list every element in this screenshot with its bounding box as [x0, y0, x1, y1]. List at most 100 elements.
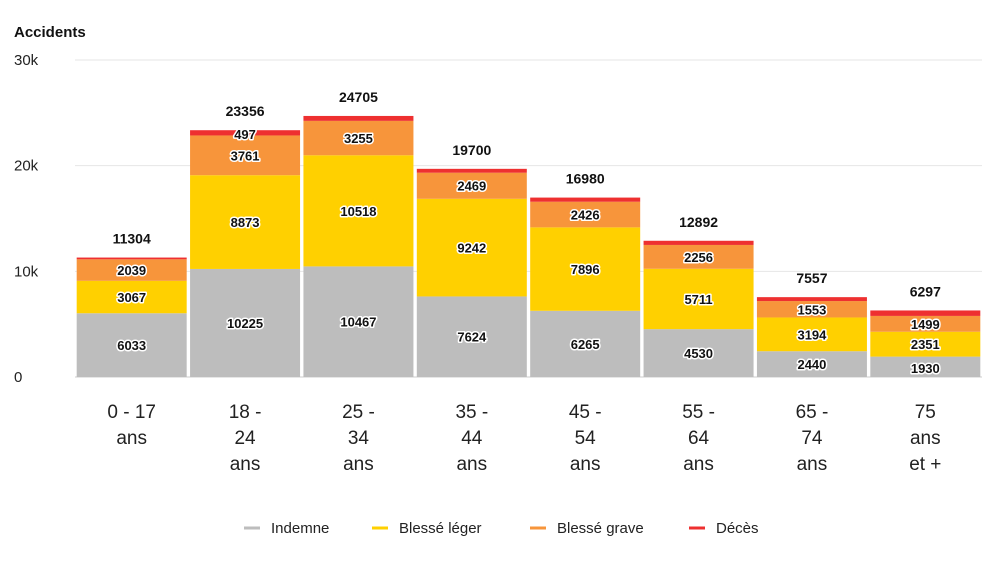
x-tick-label: ans: [797, 454, 828, 475]
bar-segment: [756, 301, 867, 318]
x-tick-label: 34: [348, 428, 370, 449]
x-tick-label: ans: [343, 454, 374, 475]
x-tick-label: 45 -: [569, 402, 602, 423]
x-tick-label: 74: [801, 428, 823, 449]
y-axis: Accidents 0 10k 20k 30k: [14, 24, 86, 386]
legend-label: Indemne: [271, 520, 329, 537]
bar-group: 6265 7896 2426 16980: [530, 171, 641, 377]
total-label: 23356: [226, 103, 265, 119]
segment-label: 1930: [911, 361, 940, 376]
segment-label: 9242: [457, 241, 486, 256]
segment-label: 5711: [684, 292, 712, 307]
total-label: 19700: [452, 142, 491, 158]
total-label: 24705: [339, 89, 378, 105]
bar-segment: [756, 317, 867, 352]
y-tick-label: 0: [14, 369, 22, 386]
segment-label: 6265: [571, 337, 600, 352]
total-label: 7557: [796, 270, 827, 286]
bar-segment: [530, 201, 641, 228]
bar-segment: [756, 351, 867, 377]
x-tick-label: 55 -: [682, 402, 715, 423]
y-axis-title: Accidents: [14, 24, 86, 41]
x-axis: 0 - 17 ans 18 - 24 ans 25 - 34 ans 35 - 44 ans 45 -…: [107, 402, 941, 475]
x-tick-label: et +: [909, 454, 941, 475]
legend-label: Blessé grave: [557, 520, 644, 537]
bar-group: 10225 8873 3761 497 23356: [190, 103, 301, 377]
bar-segment: [530, 227, 641, 311]
bar-segment: [190, 175, 301, 269]
x-tick-label: ans: [570, 454, 601, 475]
x-tick-label: ans: [456, 454, 487, 475]
bar-segment: [76, 313, 187, 377]
segment-label: 3255: [344, 131, 373, 146]
legend-item: Décès: [689, 520, 759, 537]
segment-label: 2256: [684, 250, 713, 265]
x-tick-label: 44: [461, 428, 483, 449]
x-tick-label: ans: [116, 428, 147, 449]
total-label: 12892: [679, 214, 718, 230]
x-tick-label: ans: [230, 454, 261, 475]
bar-segment: [643, 329, 754, 377]
segment-label: 2440: [797, 357, 826, 372]
legend-label: Décès: [716, 520, 759, 537]
bar-group: 1930 2351 1499 6297: [870, 283, 981, 377]
bar-group: 6033 3067 2039 11304: [76, 231, 187, 377]
segment-label: 2039: [117, 263, 146, 278]
bar-segment: [870, 315, 981, 332]
total-label: 11304: [113, 231, 151, 247]
segment-label: 2351: [911, 337, 940, 352]
segment-label: 4530: [684, 346, 713, 361]
bar-segment: [756, 297, 867, 302]
bar-segment: [643, 240, 754, 245]
bar-segment: [303, 115, 414, 121]
total-label: 6297: [910, 283, 941, 299]
x-tick-label: 0 - 17: [107, 402, 156, 423]
bar-segment: [870, 310, 981, 316]
y-tick-label: 30k: [14, 52, 39, 69]
segment-label: 3067: [117, 290, 146, 305]
total-label: 16980: [566, 171, 605, 187]
x-tick-label: 75: [915, 402, 936, 423]
bar-segment: [416, 296, 527, 377]
legend-item: Blessé grave: [530, 520, 644, 537]
bar-segment: [190, 135, 301, 176]
segment-label: 10518: [340, 204, 376, 219]
bar-segment: [303, 120, 414, 156]
bar-group: 10467 10518 3255 24705: [303, 89, 414, 377]
bar-segment: [643, 268, 754, 330]
bar-segment: [416, 172, 527, 199]
segment-label: 2426: [571, 208, 600, 223]
segment-label: 3194: [797, 327, 827, 342]
bar-segment: [76, 259, 187, 281]
bar-group: 2440 3194 1553 7557: [756, 270, 867, 377]
segment-label: 6033: [117, 338, 146, 353]
segment-label: 1553: [797, 302, 826, 317]
x-tick-label: 35 -: [455, 402, 488, 423]
y-tick-label: 20k: [14, 158, 39, 175]
segment-label: 10225: [227, 316, 263, 331]
x-tick-label: ans: [683, 454, 714, 475]
legend-item: Blessé léger: [372, 520, 482, 537]
x-tick-label: 65 -: [796, 402, 829, 423]
bar-group: 4530 5711 2256 12892: [643, 214, 754, 377]
bar-segment: [76, 280, 187, 314]
segment-label: 10467: [340, 315, 376, 330]
bars: 6033306720391130410225887337614972335610…: [76, 89, 981, 377]
x-tick-label: 64: [688, 428, 710, 449]
bar-segment: [303, 155, 414, 267]
legend: Indemne Blessé léger Blessé grave Décès: [244, 520, 759, 537]
legend-item: Indemne: [244, 520, 329, 537]
bar-segment: [870, 356, 981, 377]
segment-label: 1499: [911, 317, 940, 332]
segment-label: 7624: [457, 330, 487, 345]
bar-segment: [530, 197, 641, 202]
x-tick-label: 24: [234, 428, 256, 449]
bar-segment: [530, 310, 641, 377]
segment-label: 8873: [231, 215, 260, 230]
x-tick-label: 18 -: [229, 402, 262, 423]
bar-segment: [870, 331, 981, 357]
x-tick-label: 54: [575, 428, 597, 449]
bar-segment: [643, 244, 754, 269]
segment-label: 2469: [457, 179, 486, 194]
